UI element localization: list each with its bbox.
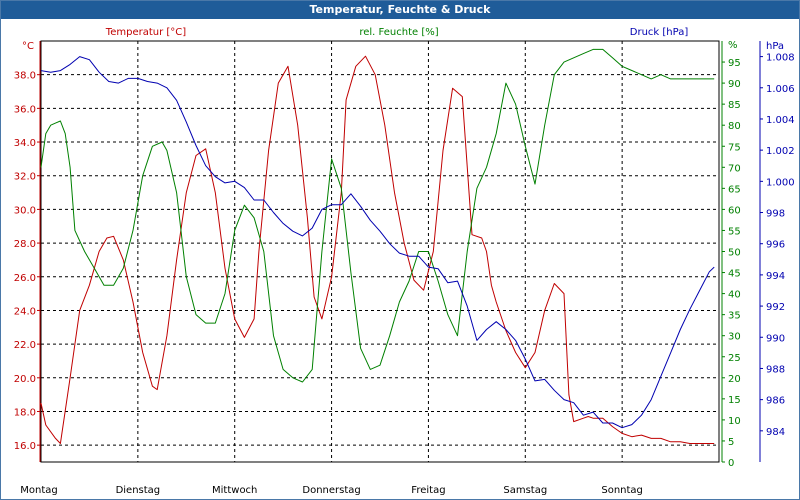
series-lines bbox=[40, 48, 715, 444]
humidity-tick-label: 80 bbox=[728, 121, 741, 132]
humidity-tick-label: 90 bbox=[728, 79, 741, 90]
pressure-tick-label: 988 bbox=[766, 364, 785, 375]
temperature-tick-label: 16.0 bbox=[14, 441, 36, 452]
chart-area: Temperatur [°C] rel. Feuchte [%] Druck [… bbox=[14, 27, 795, 496]
humidity-tick-label: 40 bbox=[728, 290, 741, 301]
temperature-tick-label: 36.0 bbox=[14, 104, 36, 115]
humidity-tick-label: 55 bbox=[728, 226, 741, 237]
humidity-unit-label: % bbox=[728, 40, 738, 51]
pressure-tick-label: 1.006 bbox=[766, 84, 795, 95]
pressure-series-line bbox=[40, 56, 715, 429]
x-day-label: Mittwoch bbox=[212, 485, 257, 496]
window-title: Temperatur, Feuchte & Druck bbox=[1, 1, 799, 19]
x-day-label: Dienstag bbox=[116, 485, 161, 496]
x-day-label: Samstag bbox=[503, 485, 547, 496]
humidity-tick-label: 5 bbox=[728, 437, 734, 448]
temperature-tick-label: 20.0 bbox=[14, 374, 36, 385]
pressure-unit-label: hPa bbox=[766, 41, 784, 52]
temperature-axis-header: Temperatur [°C] bbox=[105, 27, 186, 38]
temperature-tick-label: 26.0 bbox=[14, 273, 36, 284]
humidity-tick-label: 25 bbox=[728, 353, 741, 364]
humidity-tick-label: 50 bbox=[728, 248, 741, 259]
pressure-tick-label: 986 bbox=[766, 396, 785, 407]
pressure-tick-label: 996 bbox=[766, 240, 785, 251]
x-day-label: Freitag bbox=[411, 485, 445, 496]
temperature-tick-label: 22.0 bbox=[14, 340, 36, 351]
temperature-tick-label: 18.0 bbox=[14, 407, 36, 418]
pressure-tick-label: 1.008 bbox=[766, 53, 795, 64]
pressure-tick-label: 1.000 bbox=[766, 177, 795, 188]
humidity-tick-label: 70 bbox=[728, 163, 741, 174]
humidity-tick-label: 35 bbox=[728, 311, 741, 322]
grid bbox=[40, 40, 720, 463]
plot-frame bbox=[40, 40, 720, 463]
pressure-tick-label: 992 bbox=[766, 302, 785, 313]
pressure-tick-label: 998 bbox=[766, 209, 785, 220]
humidity-tick-label: 95 bbox=[728, 58, 741, 69]
temperature-unit-label: °C bbox=[22, 41, 34, 52]
pressure-tick-label: 994 bbox=[766, 271, 785, 282]
temperature-series-line bbox=[40, 55, 715, 444]
temperature-tick-label: 34.0 bbox=[14, 138, 36, 149]
humidity-tick-label: 15 bbox=[728, 395, 741, 406]
humidity-tick-label: 30 bbox=[728, 332, 741, 343]
x-day-label: Montag bbox=[20, 485, 57, 496]
humidity-tick-label: 20 bbox=[728, 374, 741, 385]
humidity-tick-label: 85 bbox=[728, 100, 741, 111]
temperature-tick-label: 30.0 bbox=[14, 205, 36, 216]
humidity-series-line bbox=[40, 48, 715, 383]
temperature-tick-label: 28.0 bbox=[14, 239, 36, 250]
x-day-label: Donnerstag bbox=[302, 485, 360, 496]
pressure-tick-label: 984 bbox=[766, 427, 785, 438]
humidity-tick-label: 60 bbox=[728, 205, 741, 216]
pressure-tick-label: 1.002 bbox=[766, 146, 795, 157]
humidity-axis-header: rel. Feuchte [%] bbox=[359, 27, 438, 38]
humidity-tick-label: 65 bbox=[728, 184, 741, 195]
x-axis-labels: Montag22.07.19Dienstag23.07.19Mittwoch24… bbox=[20, 485, 643, 496]
humidity-tick-label: 45 bbox=[728, 269, 741, 280]
temperature-tick-label: 38.0 bbox=[14, 71, 36, 82]
temperature-tick-label: 32.0 bbox=[14, 172, 36, 183]
humidity-tick-label: 75 bbox=[728, 142, 741, 153]
humidity-tick-label: 10 bbox=[728, 416, 741, 427]
temperature-tick-label: 24.0 bbox=[14, 306, 36, 317]
pressure-tick-label: 990 bbox=[766, 333, 785, 344]
axes: 16.0 18.0 20.0 22.0 24.0 26.0 28.0 30.0 32.0 34.0… bbox=[14, 40, 795, 469]
x-day-label: Sonntag bbox=[601, 485, 643, 496]
humidity-tick-label: 0 bbox=[728, 458, 734, 469]
pressure-tick-label: 1.004 bbox=[766, 115, 795, 126]
pressure-axis-header: Druck [hPa] bbox=[630, 27, 689, 38]
